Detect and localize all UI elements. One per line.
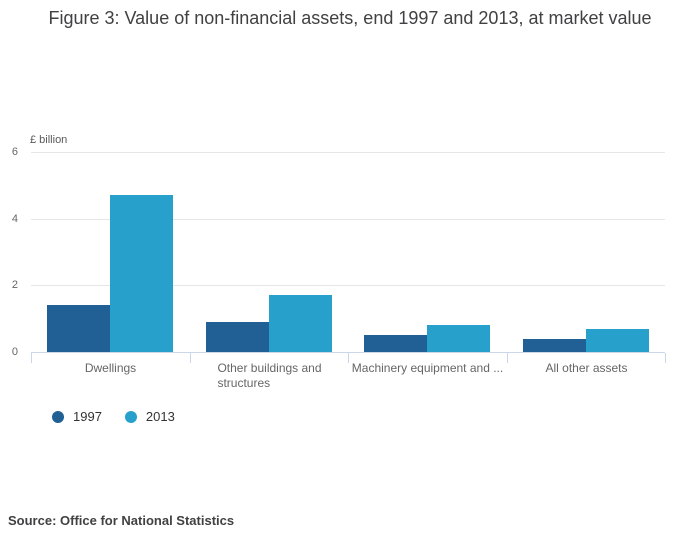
chart-title: Figure 3: Value of non-financial assets,… bbox=[48, 8, 652, 28]
plot-area bbox=[31, 152, 665, 353]
gridline bbox=[31, 285, 665, 286]
category-label: Machinery equipment and ... bbox=[348, 361, 507, 376]
y-tick-label: 6 bbox=[11, 146, 18, 158]
y-axis-title: £ billion bbox=[30, 134, 68, 146]
x-axis-tick bbox=[31, 353, 32, 363]
x-axis-tick bbox=[348, 353, 349, 363]
y-tick-label: 2 bbox=[11, 279, 18, 291]
gridline bbox=[31, 219, 665, 220]
category-label-text: Other buildings and structures bbox=[217, 361, 322, 390]
legend-label-2013: 2013 bbox=[145, 409, 175, 424]
category-label-text: Dwellings bbox=[84, 361, 137, 375]
legend-swatch-1997-icon bbox=[52, 410, 64, 423]
bar-1997[interactable] bbox=[523, 339, 586, 352]
legend-swatch-2013-icon bbox=[124, 410, 137, 423]
legend-item-1997[interactable]: 1997 bbox=[52, 409, 102, 424]
bar-2013[interactable] bbox=[586, 329, 649, 352]
category-label-text: All other assets bbox=[545, 361, 628, 375]
legend-label-1997: 1997 bbox=[73, 409, 102, 424]
source-text: Source: Office for National Statistics bbox=[8, 513, 235, 528]
legend-item-2013[interactable]: 2013 bbox=[124, 409, 175, 424]
y-tick-label: 0 bbox=[11, 346, 18, 358]
bar-1997[interactable] bbox=[206, 322, 269, 352]
gridline bbox=[31, 152, 665, 153]
category-label: Other buildings and structures bbox=[190, 361, 349, 391]
y-tick-label: 4 bbox=[11, 213, 18, 225]
bar-2013[interactable] bbox=[269, 295, 332, 352]
x-axis-tick bbox=[665, 353, 666, 363]
legend: 1997 2013 bbox=[52, 409, 175, 424]
bar-1997[interactable] bbox=[364, 335, 427, 352]
bar-1997[interactable] bbox=[47, 305, 110, 352]
category-label-text: Machinery equipment and ... bbox=[351, 361, 504, 375]
category-label: Dwellings bbox=[31, 361, 190, 376]
x-axis-tick bbox=[507, 353, 508, 363]
bar-2013[interactable] bbox=[427, 325, 490, 352]
x-axis-tick bbox=[190, 353, 191, 363]
category-label: All other assets bbox=[507, 361, 666, 376]
bar-2013[interactable] bbox=[110, 195, 173, 352]
